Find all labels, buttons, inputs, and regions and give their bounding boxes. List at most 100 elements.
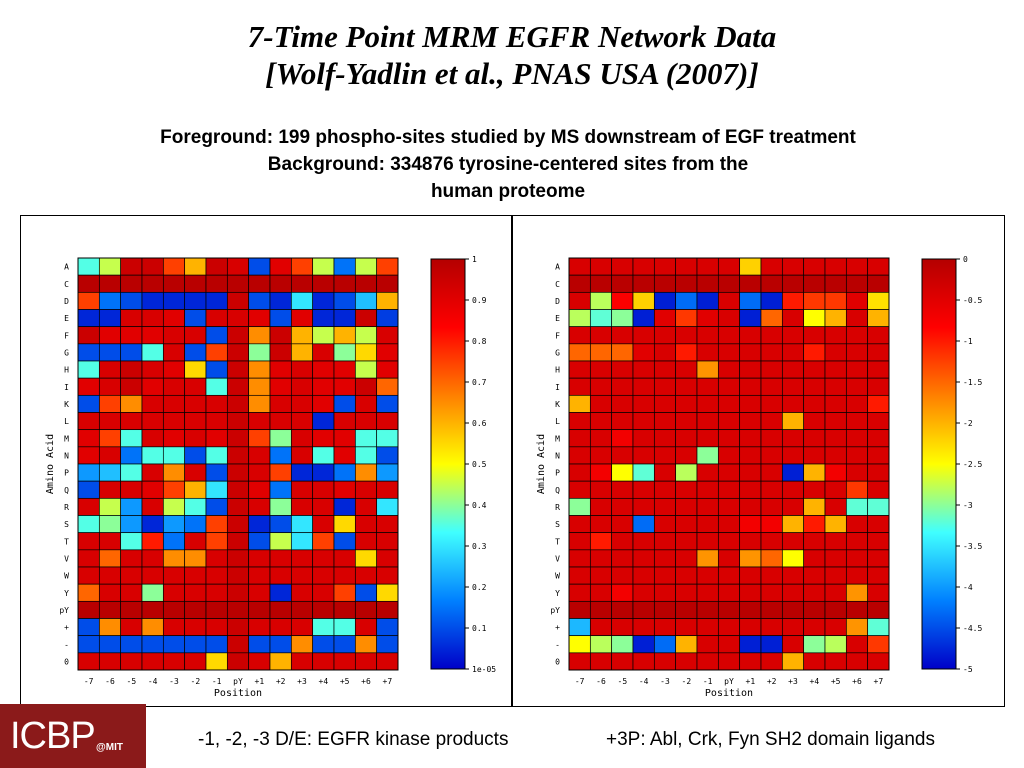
- log-enrichment-cell: [760, 309, 783, 328]
- log-enrichment-cell: [845, 635, 869, 654]
- enrichment-x-tick-label: +3: [297, 677, 307, 686]
- enrichment-cell: [226, 291, 250, 310]
- log-enrichment-cell: [632, 635, 655, 654]
- log-enrichment-cell: [824, 532, 847, 551]
- log-enrichment-cell: [568, 618, 591, 637]
- log-enrichment-cell: [803, 309, 826, 328]
- enrichment-cell: [376, 515, 399, 534]
- enrichment-cell: [269, 446, 292, 465]
- log-enrichment-cell: [611, 532, 634, 551]
- log-enrichment-cell: [803, 652, 826, 671]
- log-enrichment-cell: [653, 343, 677, 362]
- enrichment-cell: [141, 652, 164, 671]
- log-enrichment-y-tick-label: -: [555, 640, 560, 649]
- log-enrichment-cell: [781, 326, 805, 345]
- enrichment-cell: [269, 463, 292, 482]
- enrichment-cell: [226, 480, 250, 499]
- enrichment-cell: [376, 377, 399, 396]
- enrichment-cell: [120, 412, 143, 431]
- enrichment-cell: [77, 274, 100, 293]
- enrichment-cell: [290, 583, 314, 602]
- enrichment-x-tick-label: -2: [191, 677, 201, 686]
- enrichment-cell: [205, 446, 228, 465]
- enrichment-cell: [226, 566, 250, 585]
- enrichment-cell: [77, 412, 100, 431]
- enrichment-y-tick-label: I: [64, 383, 69, 392]
- log-enrichment-cell: [845, 291, 869, 310]
- log-enrichment-colorbar-tick-label: -3: [963, 501, 973, 510]
- enrichment-cell: [120, 480, 143, 499]
- enrichment-cell: [376, 549, 399, 568]
- enrichment-cell: [205, 343, 228, 362]
- enrichment-y-tick-label: W: [64, 572, 69, 581]
- enrichment-cell: [333, 652, 356, 671]
- log-enrichment-cell: [867, 343, 890, 362]
- log-enrichment-cell: [611, 309, 634, 328]
- log-enrichment-cell: [739, 515, 762, 534]
- enrichment-cell: [248, 446, 271, 465]
- enrichment-cell: [376, 463, 399, 482]
- log-enrichment-cell: [867, 618, 890, 637]
- log-enrichment-cell: [675, 343, 698, 362]
- title-line-1: 7-Time Point MRM EGFR Network Data: [247, 19, 777, 54]
- log-enrichment-cell: [611, 515, 634, 534]
- enrichment-cell: [141, 446, 164, 465]
- log-enrichment-cell: [611, 549, 634, 568]
- log-enrichment-cell: [803, 257, 826, 276]
- log-enrichment-x-tick-label: +2: [767, 677, 777, 686]
- enrichment-cell: [77, 377, 100, 396]
- enrichment-cell: [354, 600, 378, 619]
- enrichment-cell: [120, 394, 143, 413]
- log-enrichment-cell: [696, 343, 719, 362]
- enrichment-cell: [141, 326, 164, 345]
- log-enrichment-grid-border: [568, 257, 890, 671]
- enrichment-cell: [205, 412, 228, 431]
- enrichment-cell: [226, 343, 250, 362]
- log-enrichment-cell: [589, 309, 613, 328]
- enrichment-cell: [354, 257, 378, 276]
- enrichment-cell: [98, 515, 122, 534]
- enrichment-cell: [269, 257, 292, 276]
- enrichment-cell: [354, 360, 378, 379]
- log-enrichment-cell: [696, 377, 719, 396]
- enrichment-cell: [226, 583, 250, 602]
- enrichment-cell: [205, 257, 228, 276]
- enrichment-cell: [312, 497, 335, 516]
- enrichment-cell: [162, 497, 186, 516]
- log-enrichment-cell: [611, 635, 634, 654]
- enrichment-cell: [77, 549, 100, 568]
- log-enrichment-cell: [781, 429, 805, 448]
- log-enrichment-cell: [717, 429, 741, 448]
- enrichment-cell: [269, 377, 292, 396]
- log-enrichment-cell: [760, 343, 783, 362]
- log-enrichment-cell: [867, 497, 890, 516]
- log-enrichment-cell: [845, 429, 869, 448]
- log-enrichment-cell: [781, 532, 805, 551]
- enrichment-cell: [290, 600, 314, 619]
- log-enrichment-cell: [824, 652, 847, 671]
- log-enrichment-cell: [717, 309, 741, 328]
- enrichment-cell: [98, 343, 122, 362]
- log-enrichment-cell: [696, 257, 719, 276]
- enrichment-cell: [226, 412, 250, 431]
- log-enrichment-cell: [803, 343, 826, 362]
- enrichment-cell: [312, 377, 335, 396]
- log-enrichment-cell: [845, 583, 869, 602]
- enrichment-cell: [333, 583, 356, 602]
- log-enrichment-cell: [653, 326, 677, 345]
- enrichment-cell: [226, 635, 250, 654]
- log-enrichment-cell: [867, 635, 890, 654]
- log-enrichment-cell: [867, 377, 890, 396]
- log-enrichment-cell: [589, 480, 613, 499]
- log-enrichment-cell: [675, 635, 698, 654]
- log-enrichment-cell: [739, 309, 762, 328]
- log-enrichment-cell: [653, 274, 677, 293]
- enrichment-cell: [248, 618, 271, 637]
- log-enrichment-cell: [739, 446, 762, 465]
- enrichment-cell: [184, 600, 207, 619]
- log-enrichment-y-tick-label: G: [555, 348, 560, 357]
- log-enrichment-colorbar-tick-label: -2: [963, 419, 973, 428]
- enrichment-cell: [98, 618, 122, 637]
- log-enrichment-cell: [824, 618, 847, 637]
- enrichment-cell: [141, 618, 164, 637]
